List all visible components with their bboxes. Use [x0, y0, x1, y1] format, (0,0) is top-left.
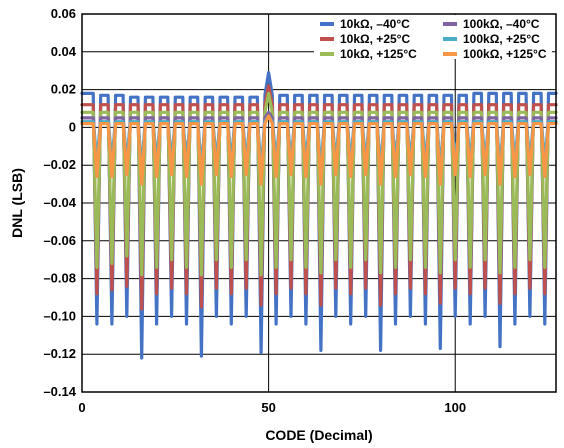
y-tick-label: –0.08	[43, 271, 76, 286]
series-line-6	[80, 114, 558, 186]
legend-label: 10kΩ, –40°C	[340, 17, 410, 31]
x-tick-label: 50	[261, 400, 275, 415]
y-tick-label: –0.12	[43, 346, 76, 361]
series-line-3	[80, 91, 558, 277]
legend-label: 100kΩ, +25°C	[463, 32, 540, 46]
legend-label: 10kΩ, +25°C	[340, 32, 410, 46]
legend-label: 100kΩ, +125°C	[463, 47, 547, 61]
y-tick-label: –0.06	[43, 233, 76, 248]
x-tick-label: 0	[78, 400, 85, 415]
y-tick-labels: –0.14 –0.12 –0.10 –0.08 –0.06 –0.04 –0.02 0 0.02…	[43, 6, 76, 399]
y-tick-label: 0.06	[51, 6, 76, 21]
plot-border	[81, 13, 557, 393]
y-axis-title: DNL (LSB)	[9, 168, 25, 238]
y-tick-label: –0.14	[43, 384, 76, 399]
y-tick-label: –0.02	[43, 157, 76, 172]
y-tick-label: 0	[69, 119, 76, 134]
x-tick-labels: 0 50 100	[78, 400, 466, 415]
series-layer	[80, 70, 558, 360]
y-tick-label: 0.02	[51, 82, 76, 97]
legend-label: 100kΩ, –40°C	[463, 17, 540, 31]
y-tick-label: 0.04	[51, 44, 77, 59]
y-tick-label: –0.10	[43, 308, 76, 323]
legend-background	[314, 15, 552, 59]
legend-label: 10kΩ, +125°C	[340, 47, 417, 61]
x-tick-label: 100	[444, 400, 466, 415]
y-tick-label: –0.04	[43, 195, 76, 210]
x-axis-title: CODE (Decimal)	[265, 427, 372, 443]
